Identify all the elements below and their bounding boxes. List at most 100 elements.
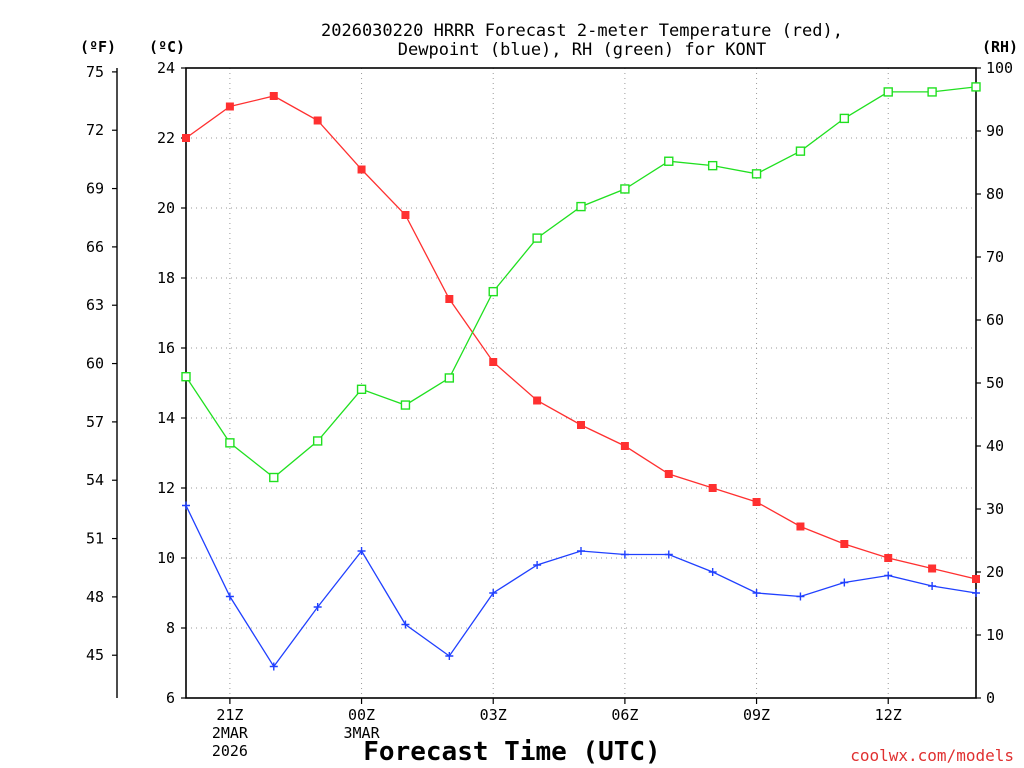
fahrenheit-tick-label: 63: [86, 296, 104, 314]
temperature-line: [185, 95, 977, 580]
rh-point: [664, 156, 674, 166]
celsius-tick-label: 10: [157, 549, 175, 567]
temperature-point: [884, 554, 893, 562]
rh-point: [883, 87, 893, 97]
dewpoint-point: [884, 571, 893, 580]
x-tick-label: 2026: [212, 742, 248, 760]
dewpoint-point: [225, 592, 234, 601]
dewpoint-point: [533, 561, 542, 569]
rh-point: [532, 233, 542, 243]
rh-tick-label: 100: [986, 59, 1013, 77]
fahrenheit-unit-label: (ºF): [80, 38, 116, 56]
fahrenheit-tick-label: 45: [86, 646, 104, 664]
temperature-point: [401, 211, 410, 219]
fahrenheit-tick-label: 54: [86, 471, 104, 489]
dewpoint-point: [796, 592, 805, 601]
rh-point: [927, 87, 937, 97]
credit-text: coolwx.com/models: [850, 746, 1014, 765]
rh-point: [576, 201, 586, 212]
rh-tick-label: 0: [986, 689, 995, 707]
temperature-point: [577, 421, 585, 429]
fahrenheit-tick-label: 57: [86, 413, 104, 431]
rh-point: [225, 438, 235, 448]
rh-point: [620, 184, 630, 194]
rh-tick-label: 30: [986, 500, 1004, 518]
rh-point: [707, 160, 718, 171]
dewpoint-point: [840, 578, 849, 587]
celsius-tick-label: 20: [157, 199, 175, 217]
dewpoint-point: [489, 589, 498, 597]
celsius-tick-label: 24: [157, 59, 175, 77]
temperature-point: [620, 442, 629, 450]
dewpoint-point: [752, 589, 761, 597]
fahrenheit-tick-label: 69: [86, 180, 104, 198]
rh-tick-label: 80: [986, 185, 1004, 203]
temperature-point: [928, 564, 937, 573]
dewpoint-point: [708, 568, 717, 576]
temperature-point: [445, 295, 454, 303]
x-tick-label: 09Z: [743, 706, 770, 724]
rh-tick-label: 70: [986, 248, 1004, 266]
dewpoint-point: [401, 620, 410, 629]
temperature-point: [664, 470, 673, 478]
grid-lines: [186, 68, 976, 698]
chart-title-line1: 2026030220 HRRR Forecast 2-meter Tempera…: [321, 21, 843, 41]
temperature-point: [840, 540, 849, 548]
x-tick-label: 00Z: [348, 706, 375, 724]
celsius-unit-label: (ºC): [149, 38, 185, 56]
rh-point: [400, 400, 411, 410]
axes: [112, 67, 981, 704]
x-tick-label: 2MAR: [212, 724, 249, 742]
rh-point: [839, 113, 850, 124]
rh-line: [185, 86, 977, 479]
temperature-point: [752, 498, 761, 506]
temperature-point: [972, 575, 980, 583]
dewpoint-point: [269, 662, 278, 671]
fahrenheit-tick-label: 60: [86, 355, 104, 373]
dewpoint-point: [928, 582, 937, 590]
celsius-tick-label: 14: [157, 409, 175, 427]
rh-tick-label: 90: [986, 122, 1004, 140]
temperature-point: [269, 92, 278, 100]
celsius-tick-label: 12: [157, 479, 175, 497]
celsius-tick-label: 8: [166, 619, 175, 637]
x-tick-label: 3MAR: [343, 724, 380, 742]
rh-point: [971, 82, 981, 92]
celsius-tick-label: 18: [157, 269, 175, 287]
dewpoint-point: [445, 652, 454, 660]
rh-point: [181, 372, 191, 382]
temperature-point: [489, 358, 498, 366]
dewpoint-point: [620, 550, 629, 559]
temperature-point: [796, 522, 805, 531]
fahrenheit-tick-label: 75: [86, 63, 104, 81]
fahrenheit-tick-label: 66: [86, 238, 104, 256]
temperature-point: [182, 134, 190, 142]
plot-frame: [185, 67, 977, 699]
dewpoint-point: [664, 550, 673, 559]
fahrenheit-tick-label: 51: [86, 530, 104, 548]
rh-tick-label: 20: [986, 563, 1004, 581]
celsius-tick-label: 22: [157, 129, 175, 147]
x-tick-label: 12Z: [875, 706, 902, 724]
dewpoint-point: [313, 603, 322, 611]
rh-point: [356, 384, 367, 394]
dewpoint-point: [182, 501, 190, 510]
dewpoint-point: [577, 547, 585, 555]
rh-point: [751, 169, 762, 179]
temperature-point: [225, 102, 234, 111]
x-tick-label: 03Z: [480, 706, 507, 724]
rh-tick-label: 60: [986, 311, 1004, 329]
tick-labels: 45 48 51 54 57 60 63 66 69 72 75 6 8 10 12 14 16 18 20 22 24…: [86, 59, 1013, 760]
chart-title-line2: Dewpoint (blue), RH (green) for KONT: [398, 40, 766, 60]
rh-point: [269, 472, 279, 483]
rh-point: [795, 146, 806, 156]
fahrenheit-tick-label: 72: [86, 121, 104, 139]
temperature-point: [533, 396, 542, 405]
rh-tick-label: 40: [986, 437, 1004, 455]
celsius-tick-label: 6: [166, 689, 175, 707]
temperature-point: [313, 116, 322, 125]
rh-point: [488, 286, 498, 297]
x-tick-label: 21Z: [216, 706, 243, 724]
x-tick-label: 06Z: [611, 706, 638, 724]
